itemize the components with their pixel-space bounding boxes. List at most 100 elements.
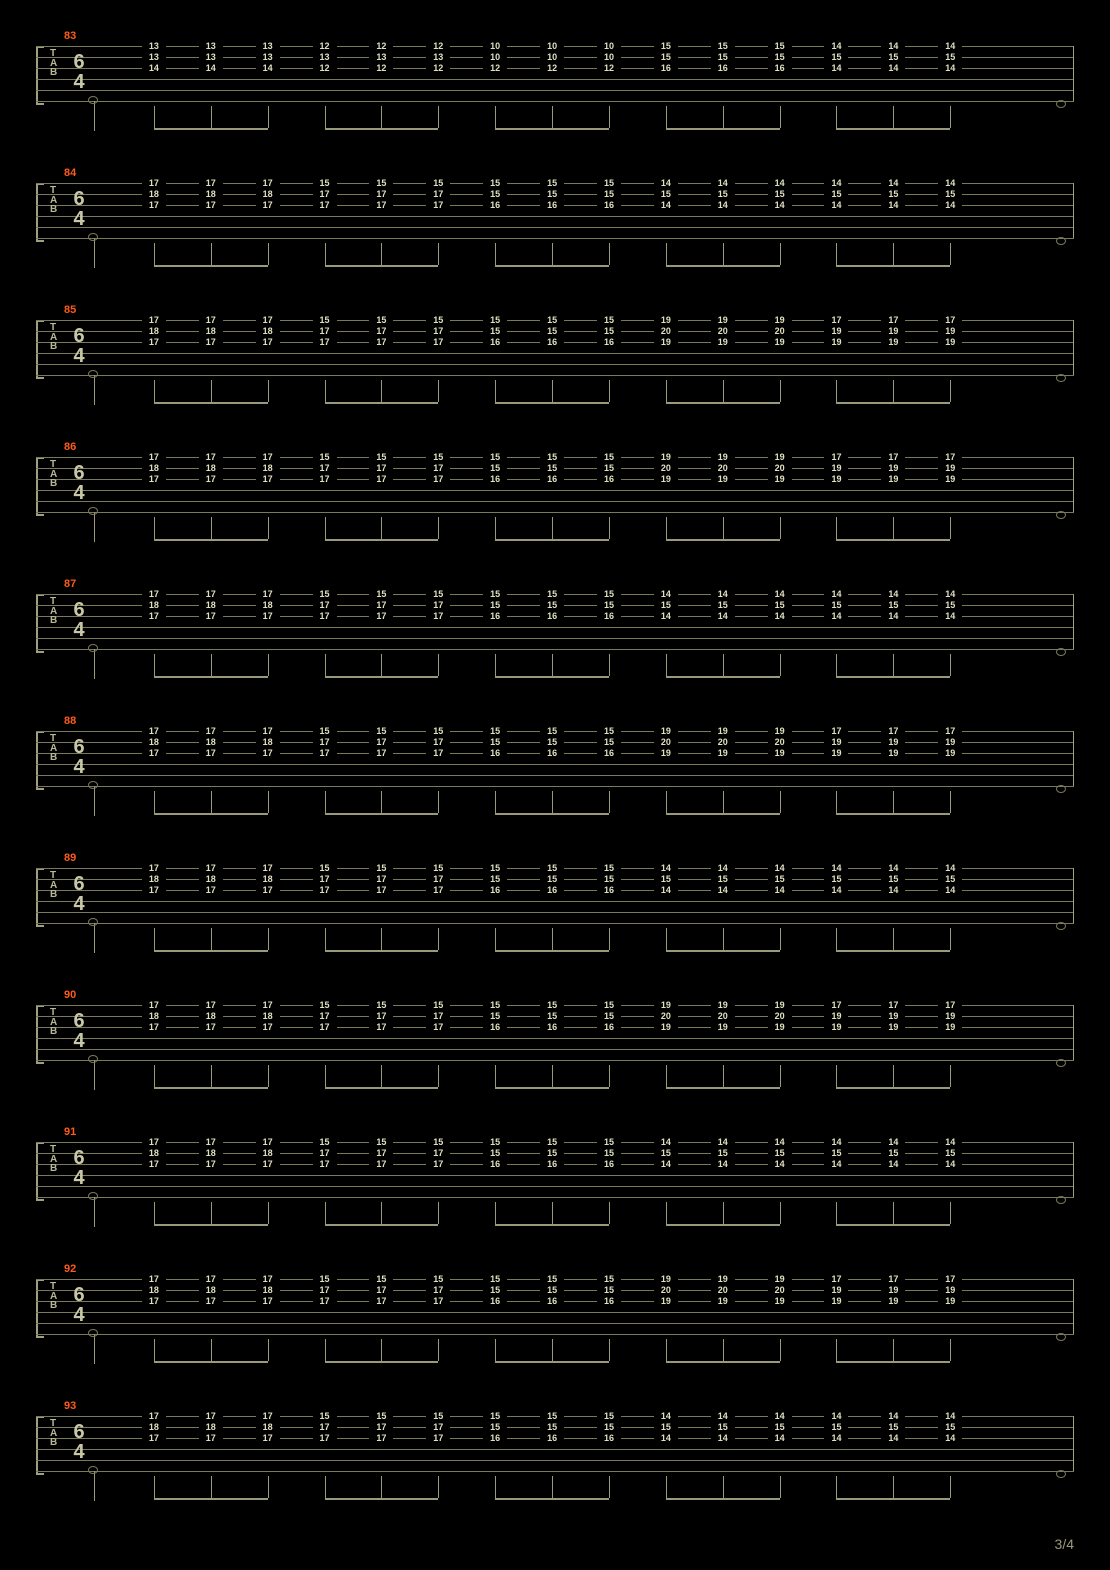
note-stem (325, 1476, 326, 1498)
note-stem (609, 1339, 610, 1361)
fret-number: 17 (369, 1286, 393, 1295)
fret-number: 17 (256, 864, 280, 873)
trailing-notehead (1056, 237, 1066, 245)
note-stem (893, 243, 894, 265)
note-stem (495, 1065, 496, 1087)
fret-number: 18 (256, 1423, 280, 1432)
fret-number: 15 (824, 875, 848, 884)
fret-number: 15 (369, 316, 393, 325)
fret-number: 15 (483, 601, 507, 610)
bar-number: 92 (64, 1263, 76, 1275)
fret-number: 19 (824, 1023, 848, 1032)
note-stem (780, 243, 781, 265)
fret-number: 14 (938, 1138, 962, 1147)
fret-number: 17 (142, 590, 166, 599)
trailing-notehead (1056, 922, 1066, 930)
fret-number: 17 (199, 1275, 223, 1284)
fret-number: 17 (142, 338, 166, 347)
note-stem (950, 380, 951, 402)
note-stem (381, 1065, 382, 1087)
beam (495, 1224, 609, 1226)
fret-number: 15 (483, 316, 507, 325)
fret-number: 12 (540, 64, 564, 73)
fret-number: 15 (313, 316, 337, 325)
note-stem (780, 1202, 781, 1224)
measure: 84TAB64171817171817171817151717151717151… (36, 165, 1074, 280)
fret-number: 20 (654, 738, 678, 747)
measure: 89TAB64171817171817171817151717151717151… (36, 850, 1074, 965)
fret-number: 19 (654, 453, 678, 462)
beam (325, 950, 439, 952)
trailing-notehead (1056, 1059, 1066, 1067)
fret-number: 17 (256, 727, 280, 736)
beam (666, 1498, 780, 1500)
fret-number: 14 (824, 1412, 848, 1421)
fret-number: 19 (881, 338, 905, 347)
note-stem (950, 517, 951, 539)
fret-number: 14 (142, 64, 166, 73)
note-stem (211, 1202, 212, 1224)
fret-number: 15 (313, 453, 337, 462)
staff-line (36, 101, 1074, 102)
note-stem (836, 243, 837, 265)
staff-line (36, 923, 1074, 924)
note-stem (893, 1339, 894, 1361)
fret-number: 17 (369, 201, 393, 210)
bar-number: 89 (64, 852, 76, 864)
fret-number: 17 (142, 1434, 166, 1443)
fret-number: 17 (142, 749, 166, 758)
fret-number: 17 (142, 1160, 166, 1169)
beam (666, 402, 780, 404)
fret-number: 17 (426, 875, 450, 884)
fret-number: 15 (711, 601, 735, 610)
measure: 85TAB64171817171817171817151717151717151… (36, 302, 1074, 417)
fret-number: 13 (256, 53, 280, 62)
notes-area: 1718171718171718171517171517171517171515… (116, 731, 1064, 786)
note-stem (381, 1339, 382, 1361)
fret-number: 15 (540, 601, 564, 610)
fret-number: 14 (824, 886, 848, 895)
fret-number: 18 (256, 1012, 280, 1021)
fret-number: 19 (768, 749, 792, 758)
beam (325, 1224, 439, 1226)
fret-number: 16 (597, 201, 621, 210)
fret-number: 17 (313, 601, 337, 610)
fret-number: 15 (369, 1001, 393, 1010)
barline (1073, 457, 1074, 512)
fret-number: 14 (654, 1434, 678, 1443)
fret-number: 19 (768, 338, 792, 347)
note-stem (723, 106, 724, 128)
beam (836, 1498, 950, 1500)
fret-number: 19 (938, 338, 962, 347)
fret-number: 17 (142, 1412, 166, 1421)
fret-number: 19 (824, 738, 848, 747)
note-stem (666, 791, 667, 813)
note-stem (666, 928, 667, 950)
fret-number: 18 (199, 464, 223, 473)
fret-number: 14 (711, 1412, 735, 1421)
staff-line (36, 375, 1074, 376)
fret-number: 15 (654, 1423, 678, 1432)
fret-number: 15 (711, 1149, 735, 1158)
note-stem (438, 243, 439, 265)
fret-number: 20 (654, 1286, 678, 1295)
fret-number: 17 (199, 864, 223, 873)
fret-number: 17 (256, 201, 280, 210)
fret-number: 17 (313, 1423, 337, 1432)
fret-number: 19 (824, 1297, 848, 1306)
fret-number: 20 (768, 738, 792, 747)
note-stem (836, 1202, 837, 1224)
note-stem (836, 1065, 837, 1087)
fret-number: 15 (824, 53, 848, 62)
notes-area: 1718171718171718171517171517171517171515… (116, 1142, 1064, 1197)
fret-number: 17 (256, 590, 280, 599)
tab-label: TAB (50, 1282, 57, 1311)
barline (1073, 1416, 1074, 1471)
fret-number: 16 (483, 749, 507, 758)
barline (1073, 320, 1074, 375)
fret-number: 14 (938, 590, 962, 599)
fret-number: 16 (597, 1297, 621, 1306)
beam (836, 1224, 950, 1226)
fret-number: 18 (199, 875, 223, 884)
fret-number: 16 (540, 1160, 564, 1169)
